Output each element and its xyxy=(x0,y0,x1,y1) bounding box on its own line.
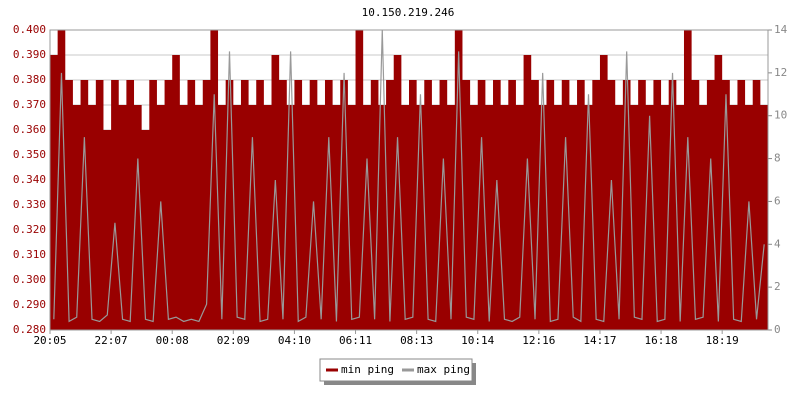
x-tick-label: 06:11 xyxy=(339,334,372,347)
x-tick-label: 22:07 xyxy=(95,334,128,347)
y-tick-label: 0.310 xyxy=(13,248,46,261)
y-tick-label: 0.320 xyxy=(13,223,46,236)
x-tick-label: 18:19 xyxy=(706,334,739,347)
y2-tick-label: 14 xyxy=(774,23,788,36)
y2-tick-label: 4 xyxy=(774,237,781,250)
x-tick-label: 16:18 xyxy=(645,334,678,347)
y-tick-label: 0.280 xyxy=(13,323,46,336)
min-area xyxy=(50,30,768,330)
y2-tick-label: 0 xyxy=(774,323,781,336)
y2-tick-label: 6 xyxy=(774,194,781,207)
x-tick-label: 00:08 xyxy=(156,334,189,347)
y-tick-label: 0.350 xyxy=(13,148,46,161)
x-tick-label: 04:10 xyxy=(278,334,311,347)
x-tick-label: 02:09 xyxy=(217,334,250,347)
plot-frame xyxy=(49,29,769,331)
legend-box xyxy=(319,358,473,382)
x-tick-label: 14:17 xyxy=(583,334,616,347)
y-tick-label: 0.340 xyxy=(13,173,46,186)
legend: min ping max ping xyxy=(319,358,476,385)
y2-tick-label: 8 xyxy=(774,152,781,165)
x-tick-label: 20:05 xyxy=(33,334,66,347)
x-tick-label: 08:13 xyxy=(400,334,433,347)
chart-title: 10.150.219.246 xyxy=(362,6,455,19)
y2-tick-label: 10 xyxy=(774,109,787,122)
y-tick-label: 0.290 xyxy=(13,298,46,311)
y2-tick-label: 12 xyxy=(774,66,787,79)
y-tick-label: 0.380 xyxy=(13,73,46,86)
y-tick-label: 0.400 xyxy=(13,23,46,36)
x-tick-label: 10:14 xyxy=(461,334,494,347)
y-tick-label: 0.330 xyxy=(13,198,46,211)
x-tick-label: 12:16 xyxy=(522,334,555,347)
legend-label: min ping xyxy=(341,363,394,376)
y-tick-label: 0.390 xyxy=(13,48,46,61)
y2-tick-label: 2 xyxy=(774,280,781,293)
y-tick-label: 0.370 xyxy=(13,98,46,111)
max-line xyxy=(53,29,765,323)
y-tick-label: 0.300 xyxy=(13,273,46,286)
y-tick-label: 0.360 xyxy=(13,123,46,136)
legend-label: max ping xyxy=(417,363,470,376)
